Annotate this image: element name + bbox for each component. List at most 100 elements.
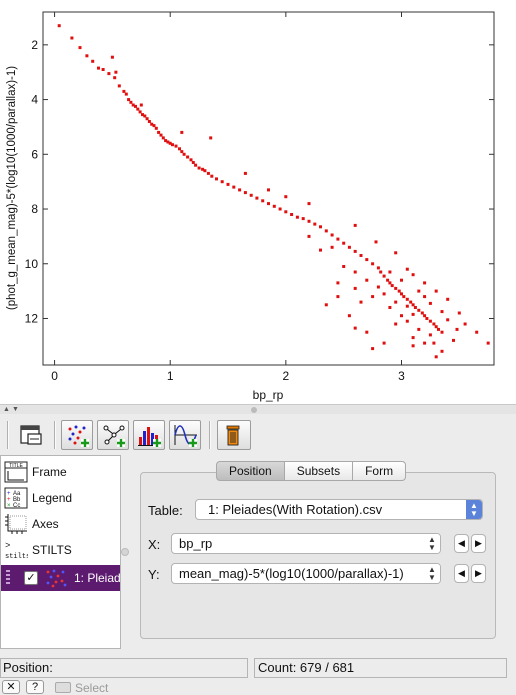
control-item-legend[interactable]: + Aa + Bb × Cc Legend: [1, 485, 120, 511]
data-point: [382, 292, 386, 296]
x-column-select[interactable]: bp_rp ▲ ▼: [171, 533, 441, 554]
data-point: [226, 182, 230, 186]
tab-subsets[interactable]: Subsets: [284, 461, 354, 481]
data-point: [110, 55, 114, 59]
control-item-axes[interactable]: Axes: [1, 511, 120, 537]
tab-form[interactable]: Form: [353, 461, 407, 481]
data-point: [409, 300, 413, 304]
data-point: [423, 295, 427, 299]
add-position-layer-icon: [68, 425, 89, 447]
data-point: [336, 281, 340, 285]
svg-text:+: +: [7, 491, 11, 497]
data-point: [353, 286, 357, 290]
data-point: [324, 229, 328, 233]
data-point: [107, 72, 111, 76]
bottom-bar: ✕ ? Select: [0, 680, 516, 695]
data-point: [194, 163, 198, 167]
table-select[interactable]: 1: Pleiades(With Rotation).csv ▲ ▼: [195, 499, 483, 520]
collapse-up-icon[interactable]: ▲: [3, 406, 10, 413]
data-point: [359, 254, 363, 257]
layer-visible-checkbox[interactable]: ✓: [24, 571, 38, 585]
control-item-label: Axes: [32, 517, 59, 531]
control-item-stilts[interactable]: > stilts STILTS: [1, 537, 120, 563]
data-point: [405, 304, 409, 308]
data-point: [440, 310, 444, 314]
data-point: [145, 117, 149, 121]
data-point: [164, 139, 168, 143]
data-point: [440, 349, 444, 353]
data-point: [255, 196, 259, 200]
y-tick-label: 8: [31, 202, 38, 216]
data-point: [178, 147, 181, 151]
y-previous-button[interactable]: ◀: [454, 564, 469, 583]
data-point: [134, 104, 137, 108]
data-point: [161, 136, 165, 140]
data-point: [353, 326, 357, 330]
close-icon[interactable]: ✕: [2, 680, 20, 694]
x-tick-label: 3: [398, 369, 405, 383]
add-histogram-layer-icon: [138, 427, 161, 447]
x-next-button[interactable]: ▶: [471, 534, 486, 553]
data-point: [365, 330, 369, 334]
data-point: [122, 89, 126, 93]
panel-divider-grip-icon[interactable]: [121, 548, 129, 556]
control-item-frame[interactable]: TITLE Frame: [1, 459, 120, 485]
help-button[interactable]: ?: [26, 680, 44, 694]
frame-window-button[interactable]: [15, 420, 47, 450]
data-point: [307, 234, 311, 238]
legend-icon: + Aa + Bb × Cc: [4, 487, 28, 509]
data-point: [284, 210, 288, 214]
add-pair-layer-button[interactable]: [97, 420, 129, 450]
data-point: [400, 314, 403, 318]
y-tick-label: 4: [31, 93, 38, 107]
data-point: [171, 143, 174, 147]
control-item-label: Frame: [32, 465, 67, 479]
y-column-select[interactable]: mean_mag)-5*(log10(1000/parallax)-1) ▲ ▼: [171, 563, 441, 584]
data-point: [336, 237, 340, 241]
data-point: [127, 98, 131, 102]
data-point: [400, 278, 403, 282]
data-point: [57, 24, 61, 28]
y-axis-label: (phot_g_mean_mag)-5*(log10(1000/parallax…: [6, 66, 18, 310]
data-point: [347, 245, 351, 249]
data-point: [85, 54, 89, 58]
add-position-layer-button[interactable]: [61, 420, 93, 450]
data-point: [463, 322, 467, 326]
y-label: Y:: [148, 567, 160, 582]
data-point: [129, 100, 133, 104]
delete-layer-button[interactable]: [217, 420, 251, 450]
data-point: [143, 114, 147, 118]
plot-splitter[interactable]: ▲ ▼: [0, 404, 516, 414]
data-point: [382, 274, 386, 278]
data-point: [152, 124, 156, 128]
x-previous-button[interactable]: ◀: [454, 534, 469, 553]
data-point: [432, 322, 436, 326]
data-point: [390, 284, 394, 288]
data-point: [376, 266, 380, 270]
splitter-grip-icon[interactable]: [251, 407, 257, 413]
data-point: [174, 144, 178, 148]
tab-position[interactable]: Position: [216, 461, 285, 481]
data-point: [394, 322, 398, 326]
data-point: [405, 267, 409, 271]
add-histogram-layer-button[interactable]: [133, 420, 165, 450]
data-point: [330, 233, 334, 237]
data-point: [388, 281, 392, 285]
y-tick-label: 10: [25, 257, 39, 271]
y-next-button[interactable]: ▶: [471, 564, 486, 583]
data-point: [124, 92, 128, 96]
data-point: [290, 213, 294, 216]
add-function-layer-icon: [174, 425, 197, 447]
data-point: [397, 289, 401, 293]
data-point: [324, 303, 328, 307]
control-item-layer-1[interactable]: ✓ 1: Pleiades: [1, 565, 120, 591]
drag-handle-icon[interactable]: [6, 570, 10, 586]
add-function-layer-button[interactable]: [169, 420, 201, 450]
control-item-label: Legend: [32, 491, 73, 505]
data-point: [191, 161, 195, 164]
data-point: [371, 295, 375, 299]
data-point: [278, 207, 282, 211]
collapse-down-icon[interactable]: ▼: [12, 406, 19, 413]
